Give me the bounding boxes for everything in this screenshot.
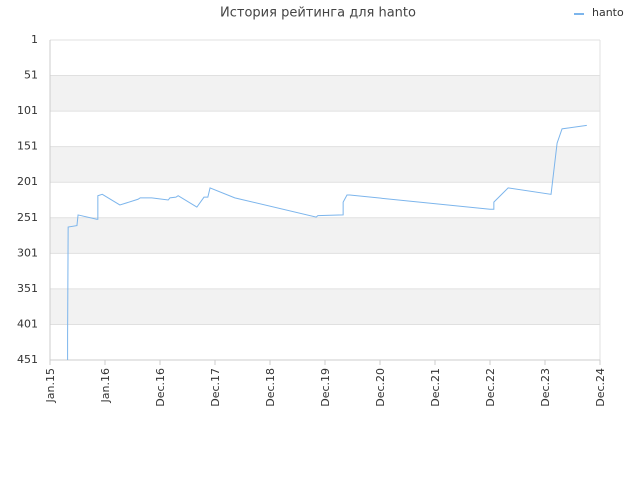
band [50, 217, 600, 254]
y-tick-label: 251 [17, 211, 38, 224]
y-tick-label: 401 [17, 317, 38, 330]
x-tick-label: Dec.22 [484, 368, 497, 407]
x-tick-label: Jan.15 [44, 368, 57, 403]
y-tick-label: 301 [17, 246, 38, 259]
x-tick-label: Dec.21 [429, 368, 442, 407]
y-tick-label: 51 [24, 69, 38, 82]
band [50, 288, 600, 325]
x-tick-label: Dec.24 [594, 368, 607, 407]
line [67, 124, 587, 360]
y-tick-label: 351 [17, 282, 38, 295]
y-tick-label: 1 [31, 33, 38, 46]
x-tick-label: Dec.16 [154, 368, 167, 407]
y-tick-label: 151 [17, 140, 38, 153]
chart-title: История рейтинга для hanto [220, 6, 416, 21]
x-tick-label: Dec.23 [539, 368, 552, 407]
x-tick-label: Jan.16 [99, 368, 112, 403]
x-tick-label: Dec.19 [319, 368, 332, 407]
band [50, 75, 600, 112]
y-tick-label: 201 [17, 175, 38, 188]
x-tick-label: Dec.17 [209, 368, 222, 407]
x-tick-label: Dec.20 [374, 368, 387, 407]
y-tick-label: 451 [17, 353, 38, 366]
x-tick-label: Dec.18 [264, 368, 277, 407]
legend-label: hanto [592, 6, 624, 19]
band [50, 146, 600, 183]
y-tick-label: 101 [17, 104, 38, 117]
